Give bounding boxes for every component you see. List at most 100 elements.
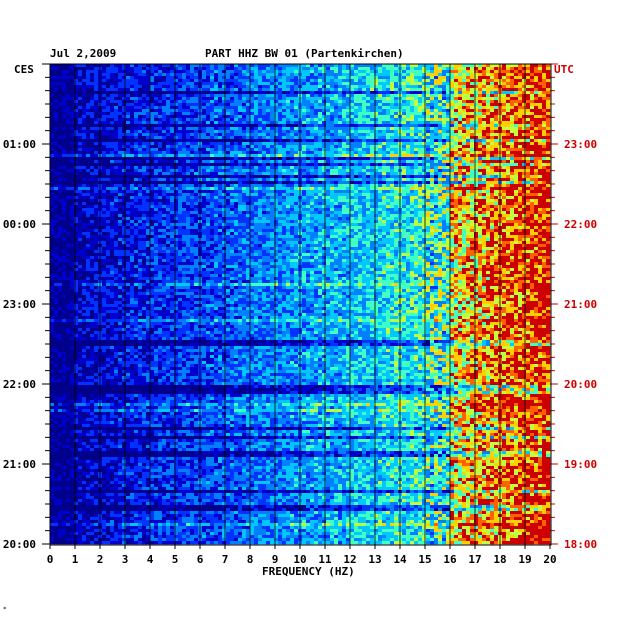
heatmap-cell xyxy=(302,109,307,113)
heatmap-cell xyxy=(62,76,67,80)
heatmap-cell xyxy=(222,127,227,131)
heatmap-cell xyxy=(246,151,251,155)
heatmap-cell xyxy=(522,163,527,167)
heatmap-cell xyxy=(122,154,127,158)
heatmap-cell xyxy=(434,172,439,176)
heatmap-cell xyxy=(534,172,539,176)
heatmap-cell xyxy=(290,181,295,185)
heatmap-cell xyxy=(502,178,507,182)
heatmap-cell xyxy=(154,136,159,140)
heatmap-cell xyxy=(158,112,163,116)
heatmap-cell xyxy=(326,136,331,140)
heatmap-cell xyxy=(70,85,75,89)
heatmap-cell xyxy=(230,106,235,110)
heatmap-cell xyxy=(146,160,151,164)
heatmap-cell xyxy=(506,115,511,119)
heatmap-cell xyxy=(470,157,475,161)
heatmap-cell xyxy=(78,172,83,176)
heatmap-cell xyxy=(386,169,391,173)
heatmap-cell xyxy=(150,178,155,182)
heatmap-cell xyxy=(62,172,67,176)
heatmap-cell xyxy=(178,118,183,122)
heatmap-cell xyxy=(130,64,135,68)
heatmap-cell xyxy=(458,85,463,89)
heatmap-cell xyxy=(454,166,459,170)
heatmap-cell xyxy=(454,142,459,146)
heatmap-cell xyxy=(486,172,491,176)
heatmap-cell xyxy=(54,142,59,146)
heatmap-cell xyxy=(230,73,235,77)
heatmap-cell xyxy=(510,103,515,107)
heatmap-cell xyxy=(314,79,319,83)
heatmap-cell xyxy=(274,106,279,110)
heatmap-cell xyxy=(318,118,323,122)
heatmap-cell xyxy=(206,127,211,131)
heatmap-cell xyxy=(142,178,147,182)
heatmap-cell xyxy=(342,148,347,152)
heatmap-cell xyxy=(426,124,431,128)
heatmap-cell xyxy=(246,73,251,77)
heatmap-cell xyxy=(462,97,467,101)
heatmap-cell xyxy=(462,142,467,146)
heatmap-cell xyxy=(430,64,435,68)
heatmap-cell xyxy=(170,130,175,134)
heatmap-cell xyxy=(210,172,215,176)
heatmap-cell xyxy=(74,73,79,77)
heatmap-cell xyxy=(358,109,363,113)
heatmap-cell xyxy=(154,169,159,173)
heatmap-cell xyxy=(242,148,247,152)
heatmap-cell xyxy=(230,148,235,152)
heatmap-cell xyxy=(278,85,283,89)
heatmap-cell xyxy=(350,175,355,179)
heatmap-cell xyxy=(66,103,71,107)
heatmap-cell xyxy=(378,145,383,149)
heatmap-cell xyxy=(138,67,143,71)
heatmap-cell xyxy=(126,70,131,74)
heatmap-cell xyxy=(106,142,111,146)
heatmap-cell xyxy=(258,100,263,104)
heatmap-cell xyxy=(522,91,527,95)
heatmap-cell xyxy=(458,142,463,146)
heatmap-cell xyxy=(50,151,55,155)
heatmap-cell xyxy=(402,130,407,134)
heatmap-cell xyxy=(270,148,275,152)
heatmap-cell xyxy=(66,157,71,161)
heatmap-cell xyxy=(378,73,383,77)
heatmap-cell xyxy=(346,169,351,173)
heatmap-cell xyxy=(294,169,299,173)
heatmap-cell xyxy=(346,160,351,164)
heatmap-cell xyxy=(394,157,399,161)
heatmap-cell xyxy=(438,100,443,104)
heatmap-cell xyxy=(438,97,443,101)
heatmap-cell xyxy=(254,64,259,68)
heatmap-cell xyxy=(442,121,447,125)
heatmap-cell xyxy=(150,121,155,125)
heatmap-cell xyxy=(286,127,291,131)
heatmap-cell xyxy=(138,64,143,68)
heatmap-cell xyxy=(294,181,299,185)
heatmap-cell xyxy=(70,100,75,104)
heatmap-cell xyxy=(470,70,475,74)
heatmap-cell xyxy=(510,145,515,149)
heatmap-cell xyxy=(134,121,139,125)
heatmap-cell xyxy=(78,142,83,146)
heatmap-cell xyxy=(62,100,67,104)
heatmap-cell xyxy=(230,70,235,74)
heatmap-cell xyxy=(138,121,143,125)
heatmap-cell xyxy=(106,133,111,137)
heatmap-cell xyxy=(346,136,351,140)
heatmap-cell xyxy=(254,163,259,167)
heatmap-cell xyxy=(450,145,455,149)
heatmap-cell xyxy=(518,121,523,125)
heatmap-cell xyxy=(274,103,279,107)
heatmap-cell xyxy=(442,175,447,179)
heatmap-cell xyxy=(106,124,111,128)
heatmap-cell xyxy=(422,82,427,86)
heatmap-cell xyxy=(474,127,479,131)
heatmap-cell xyxy=(526,133,531,137)
heatmap-cell xyxy=(282,70,287,74)
heatmap-cell xyxy=(326,139,331,143)
heatmap-cell xyxy=(314,94,319,98)
heatmap-cell xyxy=(354,178,359,182)
heatmap-cell xyxy=(346,148,351,152)
